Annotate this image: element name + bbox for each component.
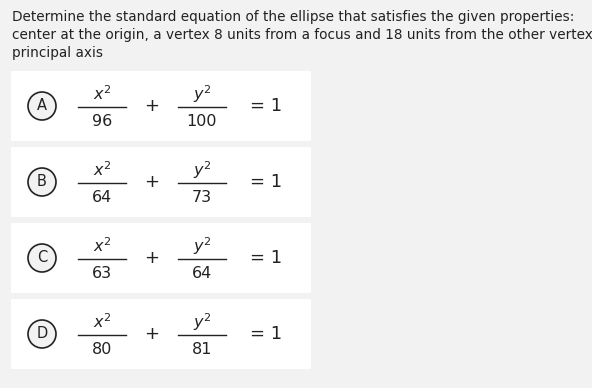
Circle shape	[28, 244, 56, 272]
Circle shape	[28, 320, 56, 348]
FancyBboxPatch shape	[11, 147, 311, 217]
Text: C: C	[37, 251, 47, 265]
FancyBboxPatch shape	[11, 299, 311, 369]
Text: $x^2$: $x^2$	[93, 161, 111, 179]
Text: $y^2$: $y^2$	[193, 83, 211, 105]
Text: center at the origin, a vertex 8 units from a focus and 18 units from the other : center at the origin, a vertex 8 units f…	[12, 28, 592, 42]
Text: 64: 64	[192, 267, 212, 282]
Text: 80: 80	[92, 343, 112, 357]
Text: +: +	[144, 97, 159, 115]
Text: +: +	[144, 325, 159, 343]
Text: 100: 100	[186, 114, 217, 130]
Text: 96: 96	[92, 114, 112, 130]
Text: principal axis: principal axis	[12, 46, 103, 60]
Text: = 1: = 1	[250, 97, 282, 115]
Text: 81: 81	[192, 343, 213, 357]
Text: $x^2$: $x^2$	[93, 313, 111, 331]
Text: +: +	[144, 249, 159, 267]
Text: = 1: = 1	[250, 325, 282, 343]
FancyBboxPatch shape	[11, 223, 311, 293]
Circle shape	[28, 92, 56, 120]
Text: = 1: = 1	[250, 173, 282, 191]
Text: = 1: = 1	[250, 249, 282, 267]
Text: $y^2$: $y^2$	[193, 235, 211, 257]
Text: D: D	[36, 326, 47, 341]
Text: A: A	[37, 99, 47, 114]
Text: Determine the standard equation of the ellipse that satisfies the given properti: Determine the standard equation of the e…	[12, 10, 574, 24]
Text: 73: 73	[192, 191, 212, 206]
FancyBboxPatch shape	[11, 71, 311, 141]
Text: +: +	[144, 173, 159, 191]
Text: 64: 64	[92, 191, 112, 206]
Circle shape	[28, 168, 56, 196]
Text: $y^2$: $y^2$	[193, 311, 211, 333]
Text: $x^2$: $x^2$	[93, 85, 111, 103]
Text: B: B	[37, 175, 47, 189]
Text: $x^2$: $x^2$	[93, 237, 111, 255]
Text: 63: 63	[92, 267, 112, 282]
Text: $y^2$: $y^2$	[193, 159, 211, 181]
